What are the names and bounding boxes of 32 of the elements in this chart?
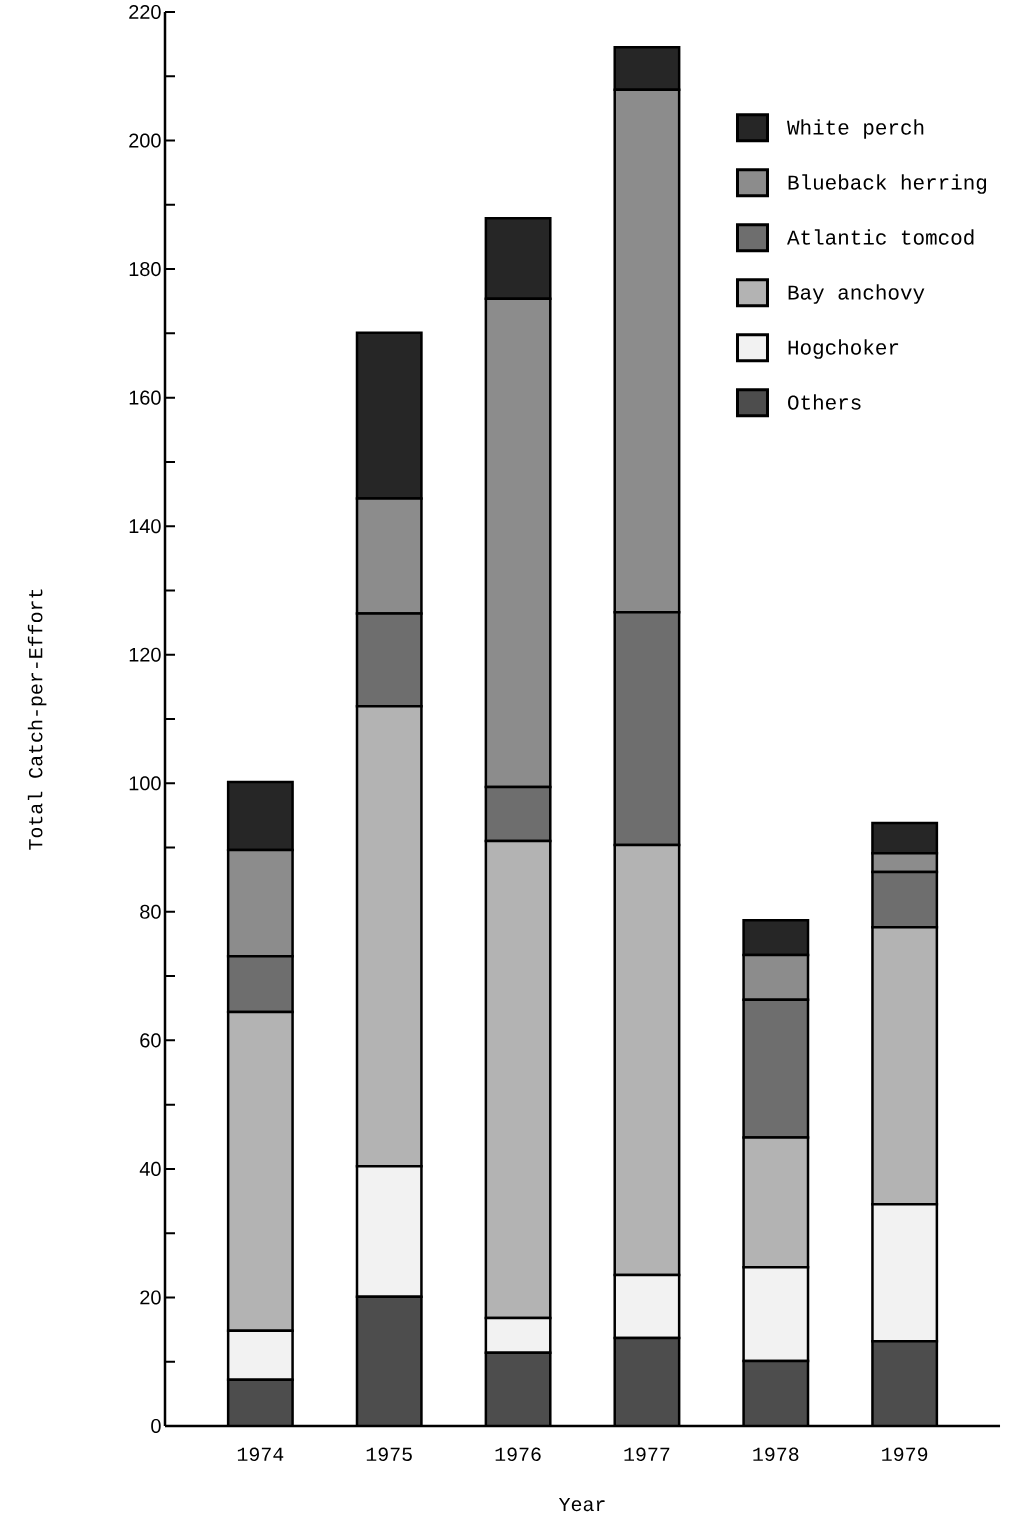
- legend-label: Bay anchovy: [788, 284, 925, 304]
- bar: [614, 1337, 680, 1426]
- legend-label: Blueback herring: [788, 174, 987, 194]
- y-tick-label: 180: [129, 262, 161, 277]
- legend-label: Atlantic tomcod: [787, 229, 974, 245]
- x-tick-label: 1979: [882, 1447, 928, 1462]
- y-tick-label: 60: [140, 1033, 161, 1048]
- bar: [871, 1339, 939, 1426]
- y-axis-title: Total Catch-per-Effort: [27, 589, 47, 850]
- x-tick-label: 1976: [495, 1447, 541, 1462]
- y-tick-label: 0: [151, 1418, 161, 1434]
- x-tick-label: 1977: [624, 1447, 670, 1462]
- y-tick-label: 80: [140, 904, 161, 919]
- y-tick-label: 140: [129, 519, 161, 534]
- bar: [485, 1352, 551, 1426]
- legend-label: White perch: [787, 119, 924, 139]
- y-tick-label: 100: [129, 776, 161, 791]
- legend-label: Hogchoker: [788, 339, 899, 359]
- y-tick-label: 40: [139, 1161, 161, 1176]
- x-tick-label: 1975: [366, 1447, 412, 1462]
- x-tick-label: 1978: [753, 1447, 799, 1462]
- legend-label: Others: [788, 394, 861, 410]
- bar: [743, 1361, 809, 1426]
- y-tick-label: 220: [129, 4, 161, 20]
- y-tick-label: 160: [129, 390, 161, 405]
- y-tick-label: 20: [140, 1290, 161, 1305]
- bar: [228, 1379, 293, 1426]
- y-tick-label: 120: [129, 647, 161, 662]
- x-tick-label: 1974: [237, 1447, 284, 1462]
- x-axis-title: Year: [558, 1497, 605, 1512]
- y-tick-label: 200: [129, 133, 161, 148]
- bar: [357, 1296, 422, 1426]
